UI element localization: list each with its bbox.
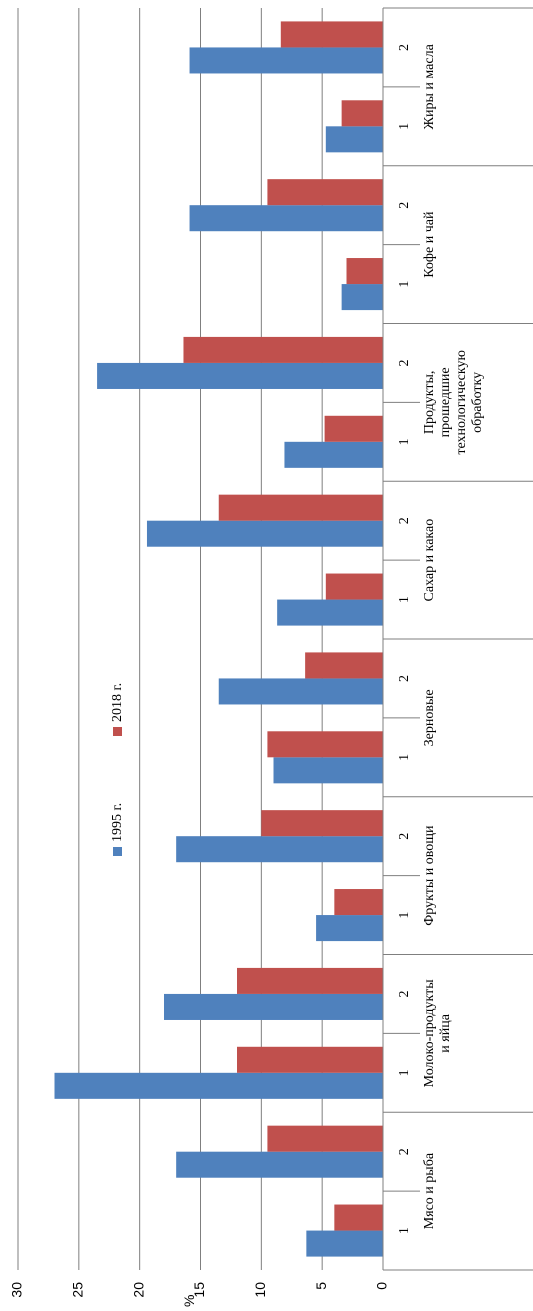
group-label: Мясо и рыба [422,1152,437,1230]
bar [267,1125,383,1152]
bar [218,678,383,705]
x-tick-label: 1 [397,912,412,919]
bar [316,915,384,942]
bar [273,757,383,784]
x-tick-label: 2 [397,44,412,51]
legend-swatch [113,727,122,736]
bar [306,1230,384,1257]
axis-title: % [181,1295,197,1307]
legend-swatch [113,847,122,856]
bar [341,284,383,311]
bar [284,441,384,468]
x-tick-label: 2 [397,1148,412,1155]
x-tick-label: 1 [397,1227,412,1234]
x-tick-label: 2 [397,517,412,524]
y-tick-label: 30 [9,1282,25,1298]
group-label-box: Молоко-продукты и яйца [422,979,453,1088]
y-tick-label: 0 [374,1282,390,1290]
group-label-box: Фрукты и овощи [422,825,437,926]
bar [277,599,383,626]
bar [176,1151,383,1178]
y-tick-label: 25 [70,1282,86,1298]
legend-label: 2018 г. [110,683,125,722]
group-label-box: Продукты, прошедшие технологическую обра… [422,350,485,455]
group-label-box: Зерновые [422,689,437,747]
bar [346,258,383,285]
x-tick-label: 2 [397,990,412,997]
bar [183,336,383,363]
y-tick-label: 15 [191,1282,207,1298]
bar [267,179,383,206]
group-label: Жиры и масла [422,44,437,130]
bar [176,836,383,863]
bar [54,1072,383,1099]
bar [334,889,384,916]
x-tick-label: 1 [397,596,412,603]
group-label: Зерновые [422,689,437,747]
x-tick-label: 1 [397,438,412,445]
x-tick-label: 1 [397,1069,412,1076]
group-label: Фрукты и овощи [422,825,437,926]
x-tick-label: 1 [397,281,412,288]
rotated-frame: 0 5 10 15 20 25 30% 1 2 1 2 1 2 1 2 1 2 1 2 1 2 1 2 Мясо и рыба… [9,7,533,1307]
group-label: Молоко-продукты и яйца [422,979,453,1088]
bar [280,21,383,48]
bar [189,205,383,232]
bar [218,494,383,521]
x-tick-label: 1 [397,123,412,130]
group-label-box: Кофе и чай [422,211,437,278]
legend-label: 1995 г. [110,803,125,842]
x-tick-label: 2 [397,359,412,366]
bar [334,1204,384,1231]
y-tick-label: 20 [130,1282,146,1298]
group-label-box: Мясо и рыба [422,1152,437,1230]
group-label-box: Жиры и масла [422,44,437,130]
bar [237,967,383,994]
bar [164,993,383,1020]
x-tick-label: 2 [397,833,412,840]
bar [189,47,383,74]
y-tick-label: 5 [313,1282,329,1290]
bar [146,520,383,547]
bar [325,126,384,153]
bar [267,731,383,758]
bar [305,652,383,679]
bar [261,810,384,837]
bar [324,415,384,442]
x-tick-label: 2 [397,202,412,209]
y-tick-label: 10 [252,1282,268,1298]
bar [325,573,384,600]
group-label: Сахар и какао [422,518,437,602]
x-tick-label: 2 [397,675,412,682]
x-tick-label: 1 [397,754,412,761]
group-label-box: Сахар и какао [422,518,437,602]
bar [97,362,383,389]
group-label: Кофе и чай [422,211,437,278]
group-label: Продукты, прошедшие технологическую обра… [422,350,485,455]
bar [237,1046,383,1073]
bar [341,100,383,127]
